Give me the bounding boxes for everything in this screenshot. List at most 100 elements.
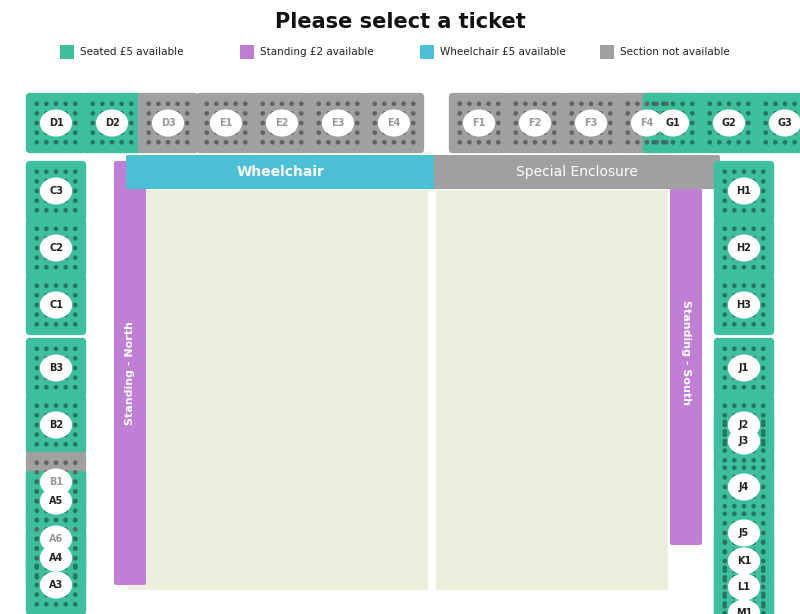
Circle shape	[742, 540, 746, 545]
Circle shape	[34, 537, 39, 541]
Circle shape	[402, 130, 406, 135]
Circle shape	[761, 419, 766, 424]
Circle shape	[73, 546, 78, 551]
Text: Wheelchair £5 available: Wheelchair £5 available	[440, 47, 566, 57]
Circle shape	[54, 508, 58, 513]
Circle shape	[336, 101, 340, 106]
Circle shape	[411, 140, 415, 144]
Circle shape	[722, 356, 727, 360]
Circle shape	[751, 578, 756, 583]
Circle shape	[496, 121, 501, 125]
Circle shape	[761, 236, 766, 241]
Circle shape	[346, 121, 350, 125]
Circle shape	[726, 130, 731, 135]
Circle shape	[722, 419, 727, 424]
Circle shape	[270, 101, 274, 106]
Circle shape	[792, 101, 797, 106]
Circle shape	[552, 121, 557, 125]
Circle shape	[175, 130, 180, 135]
Circle shape	[751, 484, 756, 489]
Circle shape	[44, 346, 49, 351]
Circle shape	[654, 101, 659, 106]
Circle shape	[44, 518, 49, 523]
Bar	[128, 190, 428, 590]
Circle shape	[34, 556, 39, 561]
Circle shape	[742, 293, 746, 298]
Circle shape	[751, 293, 756, 298]
Circle shape	[63, 537, 68, 541]
Circle shape	[100, 140, 105, 144]
Circle shape	[355, 130, 359, 135]
Circle shape	[635, 130, 640, 135]
FancyBboxPatch shape	[26, 555, 86, 614]
Circle shape	[732, 208, 737, 212]
Circle shape	[496, 101, 501, 106]
Circle shape	[626, 130, 630, 135]
Circle shape	[54, 111, 58, 115]
FancyBboxPatch shape	[714, 218, 774, 278]
Ellipse shape	[728, 427, 760, 454]
Circle shape	[34, 546, 39, 551]
Circle shape	[63, 602, 68, 607]
Circle shape	[73, 385, 78, 389]
Circle shape	[129, 130, 134, 135]
Circle shape	[73, 179, 78, 184]
Circle shape	[290, 130, 294, 135]
Circle shape	[651, 121, 656, 125]
FancyBboxPatch shape	[26, 471, 86, 531]
Circle shape	[661, 130, 666, 135]
Circle shape	[63, 499, 68, 503]
Circle shape	[54, 583, 58, 588]
Circle shape	[732, 475, 737, 480]
Circle shape	[119, 101, 124, 106]
Circle shape	[742, 550, 746, 554]
Circle shape	[761, 346, 766, 351]
Circle shape	[54, 527, 58, 532]
Circle shape	[214, 140, 218, 144]
Circle shape	[355, 140, 359, 144]
Ellipse shape	[40, 526, 72, 553]
Circle shape	[579, 111, 584, 115]
Circle shape	[90, 101, 95, 106]
Circle shape	[63, 101, 68, 106]
Circle shape	[280, 130, 284, 135]
Circle shape	[44, 101, 49, 106]
Circle shape	[44, 537, 49, 541]
Circle shape	[742, 179, 746, 184]
Circle shape	[751, 236, 756, 241]
Circle shape	[751, 604, 756, 608]
Circle shape	[44, 556, 49, 561]
Circle shape	[73, 499, 78, 503]
Circle shape	[44, 480, 49, 484]
Circle shape	[346, 140, 350, 144]
Circle shape	[761, 429, 766, 433]
Circle shape	[732, 494, 737, 499]
Circle shape	[326, 111, 330, 115]
FancyBboxPatch shape	[505, 93, 565, 153]
Ellipse shape	[728, 519, 760, 546]
Circle shape	[477, 140, 482, 144]
Circle shape	[73, 593, 78, 597]
Circle shape	[185, 140, 190, 144]
Circle shape	[54, 130, 58, 135]
Circle shape	[73, 480, 78, 484]
Circle shape	[54, 284, 58, 288]
Circle shape	[792, 140, 797, 144]
Circle shape	[156, 130, 161, 135]
Circle shape	[751, 169, 756, 174]
Circle shape	[44, 111, 49, 115]
Circle shape	[732, 511, 737, 516]
Ellipse shape	[769, 109, 800, 136]
Circle shape	[746, 101, 750, 106]
Ellipse shape	[728, 473, 760, 500]
Ellipse shape	[152, 109, 184, 136]
Text: Please select a ticket: Please select a ticket	[274, 12, 526, 32]
Circle shape	[63, 470, 68, 475]
Circle shape	[44, 556, 49, 561]
Circle shape	[100, 101, 105, 106]
FancyBboxPatch shape	[420, 45, 434, 59]
Circle shape	[664, 140, 669, 144]
Circle shape	[608, 121, 613, 125]
Circle shape	[205, 140, 209, 144]
Circle shape	[664, 121, 669, 125]
